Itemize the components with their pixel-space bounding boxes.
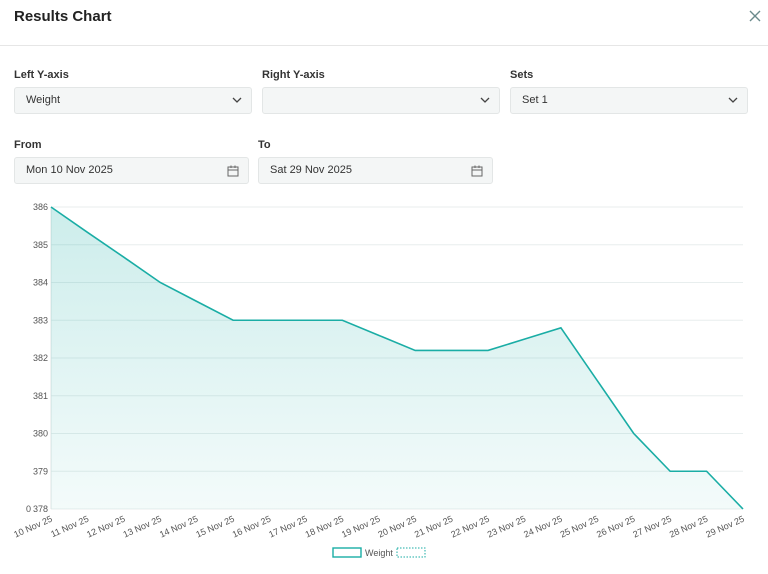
from-date-input[interactable]: Mon 10 Nov 2025 (14, 157, 249, 184)
select-value: Set 1 (522, 94, 548, 106)
x-tick-label: 14 Nov 25 (158, 514, 200, 540)
line (50, 206, 744, 510)
x-tick-label: 15 Nov 25 (194, 514, 236, 540)
select-value: Weight (26, 94, 61, 106)
x-tick-label: 18 Nov 25 (304, 514, 346, 540)
sets-select[interactable]: Set 1 (510, 87, 748, 114)
x-tick-label: 20 Nov 25 (376, 514, 418, 540)
date-value: Mon 10 Nov 2025 (26, 164, 113, 176)
legend-swatch (332, 547, 362, 558)
x-tick-label: 26 Nov 25 (595, 514, 637, 540)
area (51, 207, 743, 509)
left-axis-select[interactable]: Weight (14, 87, 252, 114)
chevron (728, 97, 738, 103)
x-tick-label: 22 Nov 25 (449, 514, 491, 540)
x-tick-label: 13 Nov 25 (122, 514, 164, 540)
field-label: Sets (510, 69, 534, 81)
y-tick-label: 382 (33, 353, 48, 363)
y-tick-label: 383 (33, 315, 48, 325)
field-label: To (258, 139, 271, 151)
chevron (232, 97, 242, 103)
dialog-title: Results Chart (14, 8, 112, 25)
legend-label: Weight (365, 548, 393, 558)
close-button[interactable] (749, 10, 761, 22)
x-tick-label: 19 Nov 25 (340, 514, 382, 540)
y-tick-label: 380 (33, 429, 48, 439)
right-axis-select[interactable] (262, 87, 500, 114)
field-label: Right Y-axis (262, 69, 325, 81)
x-tick-label: 17 Nov 25 (267, 514, 309, 540)
x-tick-label: 21 Nov 25 (413, 514, 455, 540)
x-tick-label: 27 Nov 25 (631, 514, 673, 540)
chart: 378 379 380 381 382 383 384 385 386 010 Nov 2511 … (12, 202, 746, 558)
calendar-icon (471, 165, 483, 177)
x-tick-label: 16 Nov 25 (231, 514, 273, 540)
x-tick-label: 28 Nov 25 (668, 514, 710, 540)
legend-swatch-empty (396, 547, 426, 558)
date-value: Sat 29 Nov 2025 (270, 164, 352, 176)
y-tick-label: 378 (33, 504, 48, 514)
x-tick-label: 23 Nov 25 (486, 514, 528, 540)
y-tick-label: 385 (33, 240, 48, 250)
chevron (480, 97, 490, 103)
to-date-input[interactable]: Sat 29 Nov 2025 (258, 157, 493, 184)
x-tick-label: 12 Nov 25 (85, 514, 127, 540)
divider (0, 45, 768, 46)
field-label: Left Y-axis (14, 69, 69, 81)
x-tick-label: 11 Nov 25 (49, 514, 90, 540)
y-tick-label: 384 (33, 278, 48, 288)
y2-tick-label: 0 (26, 504, 31, 514)
y-tick-label: 386 (33, 202, 48, 212)
field-label: From (14, 139, 42, 151)
y-tick-label: 379 (33, 466, 48, 476)
x-tick-label: 24 Nov 25 (522, 514, 564, 540)
x-tick-label: 10 Nov 25 (12, 514, 54, 540)
x-tick-label: 29 Nov 25 (704, 514, 746, 540)
calendar-icon (227, 165, 239, 177)
y-tick-label: 381 (33, 391, 48, 401)
x-tick-label: 25 Nov 25 (559, 514, 601, 540)
